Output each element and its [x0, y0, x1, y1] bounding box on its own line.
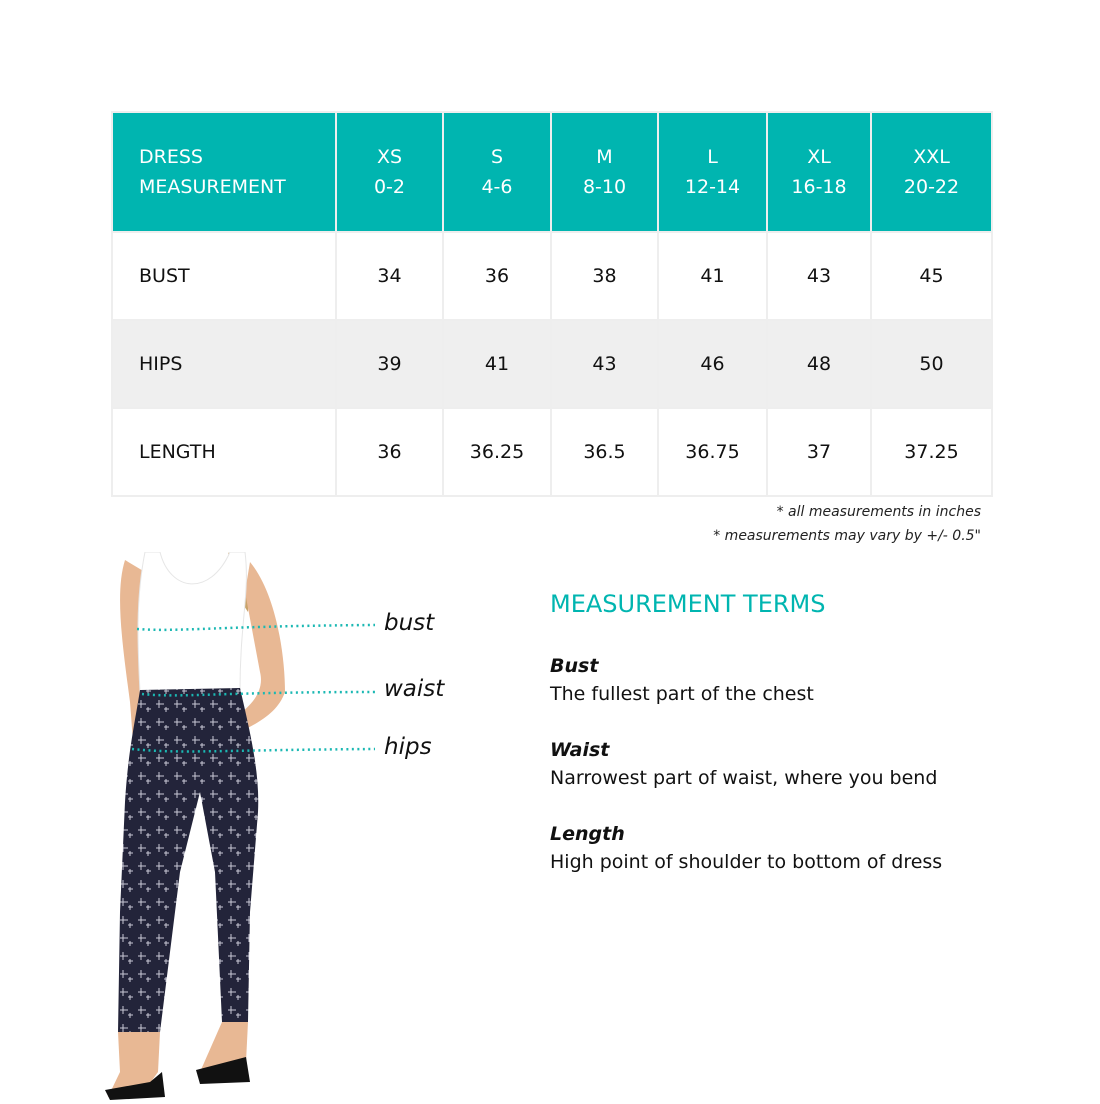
bust-line: [136, 623, 376, 632]
header-size: L 12-14: [657, 111, 768, 233]
cell: 41: [442, 319, 552, 409]
cell: 36: [335, 407, 444, 497]
header-size: XS 0-2: [335, 111, 444, 233]
header-label: DRESS MEASUREMENT: [111, 111, 337, 233]
table-row: BUST 34 36 38 41 43 45: [111, 231, 993, 321]
model-illustration: [105, 551, 376, 1100]
header-size: S 4-6: [442, 111, 552, 233]
term-name: Waist: [550, 739, 610, 761]
term-length: Length High point of shoulder to bottom …: [550, 820, 1050, 876]
term-desc: Narrowest part of waist, where you bend: [550, 767, 938, 789]
row-label: BUST: [111, 231, 337, 321]
cell: 36.75: [657, 407, 768, 497]
cell: 36: [442, 231, 552, 321]
terms-title: MEASUREMENT TERMS: [550, 590, 826, 618]
header-size: M 8-10: [550, 111, 659, 233]
cell: 43: [550, 319, 659, 409]
waist-label: waist: [384, 676, 445, 702]
cell: 50: [870, 319, 993, 409]
waist-line: [141, 690, 376, 697]
cell: 43: [766, 231, 872, 321]
cell: 36.25: [442, 407, 552, 497]
footnotes: * all measurements in inches * measureme…: [713, 500, 981, 548]
note-units: * all measurements in inches: [776, 504, 981, 520]
row-label: HIPS: [111, 319, 337, 409]
model-figure: bust waist hips: [100, 551, 450, 1100]
cell: 37: [766, 407, 872, 497]
cell: 41: [657, 231, 768, 321]
cell: 46: [657, 319, 768, 409]
hips-line: [131, 747, 376, 753]
cell: 34: [335, 231, 444, 321]
note-variance: * measurements may vary by +/- 0.5": [713, 528, 981, 544]
term-desc: High point of shoulder to bottom of dres…: [550, 851, 943, 873]
measurement-terms: MEASUREMENT TERMS Bust The fullest part …: [550, 590, 1050, 904]
cell: 36.5: [550, 407, 659, 497]
cell: 48: [766, 319, 872, 409]
size-chart-table: DRESS MEASUREMENT XS 0-2 S 4-6 M 8-10 L 12-14…: [111, 111, 993, 497]
term-bust: Bust The fullest part of the chest: [550, 652, 1050, 708]
header-row: DRESS MEASUREMENT XS 0-2 S 4-6 M 8-10 L 12-14…: [111, 111, 993, 233]
header-size: XXL 20-22: [870, 111, 993, 233]
term-waist: Waist Narrowest part of waist, where you…: [550, 736, 1050, 792]
term-name: Length: [550, 823, 625, 845]
cell: 45: [870, 231, 993, 321]
cell: 39: [335, 319, 444, 409]
hips-label: hips: [384, 734, 432, 760]
cell: 38: [550, 231, 659, 321]
header-size: XL 16-18: [766, 111, 872, 233]
term-name: Bust: [550, 655, 599, 677]
term-desc: The fullest part of the chest: [550, 683, 814, 705]
bust-label: bust: [384, 610, 435, 636]
cell: 37.25: [870, 407, 993, 497]
table-row: LENGTH 36 36.25 36.5 36.75 37 37.25: [111, 407, 993, 497]
row-label: LENGTH: [111, 407, 337, 497]
table-row: HIPS 39 41 43 46 48 50: [111, 319, 993, 409]
